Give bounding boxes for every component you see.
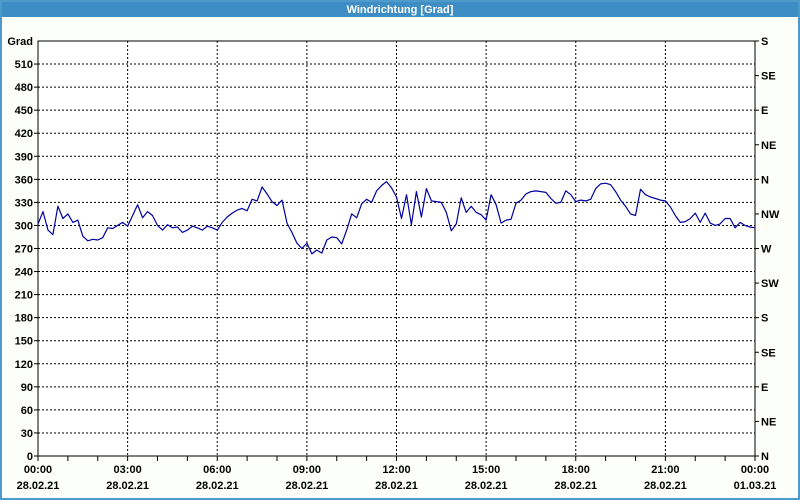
y-axis-label-left: 270 — [15, 244, 33, 256]
compass-label: SE — [761, 347, 776, 359]
x-axis-date-label: 28.02.21 — [106, 480, 149, 492]
y-axis-label-left: 120 — [15, 359, 33, 371]
wind-direction-line — [37, 181, 756, 255]
compass-label: SW — [761, 278, 779, 290]
compass-label: S — [761, 36, 768, 48]
compass-label: S — [761, 313, 768, 325]
y-axis-label-left: 390 — [15, 151, 33, 163]
y-axis-label-left: 480 — [15, 82, 33, 94]
title-bar: Windrichtung [Grad] — [2, 2, 798, 17]
x-axis-time-label: 12:00 — [382, 464, 410, 476]
x-axis-time-label: 00:00 — [24, 464, 52, 476]
y-axis-label-left: 210 — [15, 290, 33, 302]
x-axis-date-label: 28.02.21 — [375, 480, 418, 492]
x-axis-time-label: 18:00 — [562, 464, 590, 476]
compass-label: SE — [761, 71, 776, 83]
x-axis-date-label: 01.03.21 — [734, 480, 777, 492]
compass-label: NE — [761, 416, 776, 428]
y-axis-label-left: 330 — [15, 197, 33, 209]
x-axis-time-label: 06:00 — [203, 464, 231, 476]
x-axis-time-label: 21:00 — [651, 464, 679, 476]
y-axis-label-left: 60 — [21, 405, 33, 417]
x-axis-date-label: 28.02.21 — [17, 480, 60, 492]
x-axis-date-label: 28.02.21 — [285, 480, 328, 492]
compass-label: E — [761, 382, 768, 394]
x-axis-date-label: 28.02.21 — [465, 480, 508, 492]
x-axis-time-label: 15:00 — [472, 464, 500, 476]
y-axis-label-left: 300 — [15, 220, 33, 232]
y-axis-label-left: 240 — [15, 267, 33, 279]
x-axis-time-label: 03:00 — [114, 464, 142, 476]
y-axis-label-left: 510 — [15, 59, 33, 71]
y-axis-label-left: 360 — [15, 174, 33, 186]
y-axis-label-left: 90 — [21, 382, 33, 394]
compass-label: E — [761, 105, 768, 117]
page-title: Windrichtung [Grad] — [346, 3, 454, 16]
x-axis-date-label: 28.02.21 — [196, 480, 239, 492]
y-axis-unit-label: Grad — [7, 36, 33, 48]
y-axis-label-left: 450 — [15, 105, 33, 117]
x-axis-time-label: 00:00 — [741, 464, 769, 476]
y-axis-label-left: 180 — [15, 313, 33, 325]
x-axis-date-label: 28.02.21 — [644, 480, 687, 492]
compass-label: NW — [761, 209, 780, 221]
y-axis-label-left: 420 — [15, 128, 33, 140]
x-axis-date-label: 28.02.21 — [554, 480, 597, 492]
compass-label: N — [761, 451, 769, 463]
compass-label: N — [761, 174, 769, 186]
compass-label: NE — [761, 140, 776, 152]
axis-frame — [37, 40, 756, 457]
y-axis-label-left: 30 — [21, 428, 33, 440]
y-axis-label-left: 150 — [15, 336, 33, 348]
x-axis-time-label: 09:00 — [293, 464, 321, 476]
y-axis-label-left: 0 — [27, 451, 33, 463]
compass-label: W — [761, 244, 772, 256]
